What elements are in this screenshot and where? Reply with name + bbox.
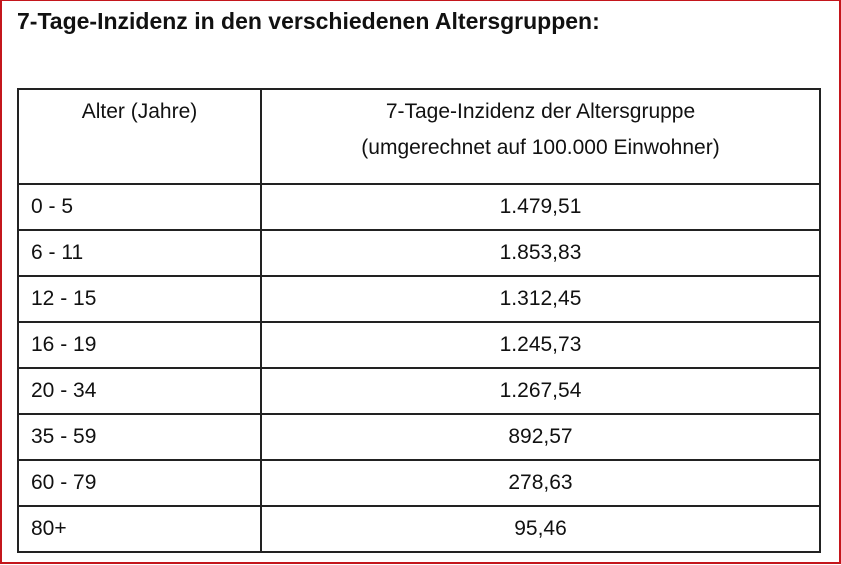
table-header-row: Alter (Jahre) 7-Tage-Inzidenz der Alters…: [17, 88, 821, 185]
age-cell: 80+: [17, 505, 262, 553]
table-row: 35 - 59 892,57: [17, 413, 821, 461]
incidence-cell: 1.853,83: [260, 229, 821, 277]
table-row: 80+ 95,46: [17, 505, 821, 553]
incidence-table: Alter (Jahre) 7-Tage-Inzidenz der Alters…: [17, 88, 821, 553]
age-cell: 6 - 11: [17, 229, 262, 277]
header-incidence-line2: (umgerechnet auf 100.000 Einwohner): [361, 136, 720, 159]
incidence-cell: 892,57: [260, 413, 821, 461]
header-age: Alter (Jahre): [17, 88, 262, 185]
header-incidence-line1: 7-Tage-Inzidenz der Altersgruppe: [385, 100, 696, 123]
incidence-cell: 278,63: [260, 459, 821, 507]
incidence-cell: 95,46: [260, 505, 821, 553]
header-incidence: 7-Tage-Inzidenz der Altersgruppe (umgere…: [260, 88, 821, 185]
incidence-cell: 1.312,45: [260, 275, 821, 323]
incidence-cell: 1.245,73: [260, 321, 821, 369]
age-cell: 12 - 15: [17, 275, 262, 323]
incidence-cell: 1.267,54: [260, 367, 821, 415]
table-row: 16 - 19 1.245,73: [17, 321, 821, 369]
age-cell: 60 - 79: [17, 459, 262, 507]
table-row: 12 - 15 1.312,45: [17, 275, 821, 323]
page-title: 7-Tage-Inzidenz in den verschiedenen Alt…: [17, 8, 600, 34]
table-row: 0 - 5 1.479,51: [17, 183, 821, 231]
table-row: 6 - 11 1.853,83: [17, 229, 821, 277]
table-row: 20 - 34 1.267,54: [17, 367, 821, 415]
age-cell: 20 - 34: [17, 367, 262, 415]
age-cell: 0 - 5: [17, 183, 262, 231]
age-cell: 35 - 59: [17, 413, 262, 461]
table-row: 60 - 79 278,63: [17, 459, 821, 507]
incidence-cell: 1.479,51: [260, 183, 821, 231]
age-cell: 16 - 19: [17, 321, 262, 369]
